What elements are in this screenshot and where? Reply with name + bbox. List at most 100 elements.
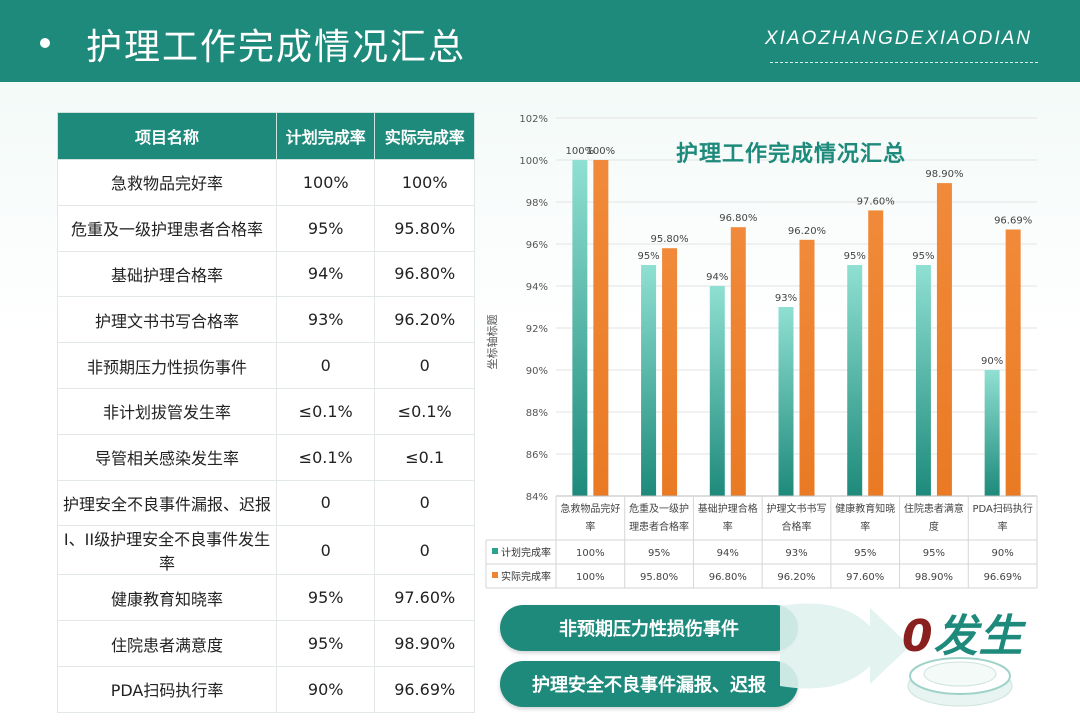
x-tick-label: 率	[860, 520, 870, 533]
item-name-cell: PDA扫码执行率	[56, 665, 278, 713]
table-value-cell: 96.69%	[984, 572, 1022, 583]
table-header-row: 项目名称 计划完成率 实际完成率	[56, 112, 475, 160]
table-row: 非计划拔管发生率 ≤0.1% ≤0.1%	[56, 387, 475, 435]
plan-rate-cell: 0	[276, 525, 376, 576]
y-tick-label: 94%	[526, 282, 548, 293]
actual-rate-cell: ≤0.1%	[374, 387, 475, 435]
item-name-cell: 导管相关感染发生率	[56, 433, 278, 481]
column-header: 计划完成率	[276, 112, 376, 160]
x-tick-label: 率	[585, 520, 595, 533]
actual-rate-cell: 96.69%	[374, 665, 475, 713]
header-divider	[770, 62, 1038, 63]
legend-entry: 计划完成率	[501, 546, 551, 559]
brand-text: XIAOZHANGDEXIAODIAN	[764, 28, 1032, 49]
plan-bar	[709, 286, 725, 496]
bar-value-label: 95%	[637, 251, 659, 262]
actual-rate-cell: 98.90%	[374, 620, 475, 667]
item-name-cell: 非计划拔管发生率	[56, 387, 278, 435]
table-value-cell: 96.80%	[709, 572, 747, 583]
x-tick-label: PDA扫码执行	[972, 502, 1032, 515]
bar-value-label: 98.90%	[925, 169, 963, 180]
occurrence-label: 发生	[933, 611, 1024, 662]
y-tick-label: 84%	[526, 492, 548, 503]
table-value-cell: 100%	[576, 548, 605, 559]
y-axis-ticks: 84% 86% 88% 90% 92% 94% 96% 98% 100% 102%	[519, 114, 548, 503]
column-header: 项目名称	[56, 112, 278, 160]
bar-value-label: 96.69%	[994, 216, 1032, 227]
item-name-cell: 住院患者满意度	[56, 620, 278, 667]
table-row: I、II级护理安全不良事件发生率 0 0	[56, 525, 475, 576]
bar-chart: 84% 86% 88% 90% 92% 94% 96% 98% 100% 102% 100% 95%…	[485, 114, 1038, 589]
plan-rate-cell: 93%	[276, 296, 376, 344]
plan-rate-cell: 0	[276, 479, 376, 527]
bar-value-label: 100%	[566, 146, 595, 157]
zero-number: 0	[902, 611, 934, 662]
legend-swatch	[492, 548, 498, 554]
table-value-cell: 95.80%	[640, 572, 678, 583]
table-row: 住院患者满意度 95% 98.90%	[56, 620, 475, 667]
chart-gridlines	[556, 117, 1037, 497]
actual-bar	[662, 248, 678, 496]
item-name-cell: 基础护理合格率	[56, 250, 278, 298]
x-tick-label: 率	[723, 520, 733, 533]
table-value-cell: 100%	[576, 572, 605, 583]
table-value-cell: 90%	[992, 548, 1014, 559]
actual-rate-cell: 97.60%	[374, 574, 475, 622]
plan-rate-cell: 95%	[276, 574, 376, 622]
table-value-cell: 98.90%	[915, 572, 953, 583]
table-value-cell: 95%	[648, 548, 670, 559]
x-tick-label: 度	[929, 520, 939, 533]
table-row: 护理安全不良事件漏报、迟报 0 0	[56, 479, 475, 527]
actual-bar	[868, 210, 884, 496]
item-name-cell: 健康教育知晓率	[56, 574, 278, 622]
bar-value-label: 96.20%	[788, 226, 826, 237]
y-tick-label: 98%	[526, 198, 548, 209]
table-value-cell: 95%	[923, 548, 945, 559]
page-title: 护理工作完成情况汇总	[86, 27, 467, 68]
plan-rate-cell: 100%	[276, 159, 376, 206]
table-value-cell: 93%	[785, 548, 807, 559]
table-row: 非预期压力性损伤事件 0 0	[56, 342, 475, 389]
actual-rate-cell: 0	[374, 479, 475, 527]
legend-swatch	[492, 572, 498, 578]
bullet-icon	[40, 38, 50, 48]
y-tick-label: 86%	[526, 450, 548, 461]
y-tick-label: 96%	[526, 240, 548, 251]
x-tick-label: 基础护理合格	[698, 502, 758, 515]
plan-rate-cell: 95%	[276, 620, 376, 667]
plan-bar	[572, 160, 588, 496]
arrow-icon	[780, 603, 910, 689]
item-name-cell: 危重及一级护理患者合格率	[56, 204, 278, 252]
header-bar: 护理工作完成情况汇总 XIAOZHANGDEXIAODIAN	[0, 0, 1080, 82]
table-value-cell: 96.20%	[777, 572, 815, 583]
chart-bars	[572, 160, 1021, 497]
bar-value-label: 97.60%	[857, 196, 895, 207]
bar-value-label: 100%	[587, 146, 616, 157]
actual-rate-cell: 100%	[374, 159, 475, 206]
callout-adverse-event: 护理安全不良事件漏报、迟报	[500, 661, 798, 707]
plan-rate-cell: 94%	[276, 250, 376, 298]
table-row: 基础护理合格率 94% 96.80%	[56, 250, 475, 298]
actual-rate-cell: 96.20%	[374, 296, 475, 344]
callout-pressure-injury: 非预期压力性损伤事件	[500, 605, 798, 651]
table-row: 急救物品完好率 100% 100%	[56, 159, 475, 206]
x-tick-label: 护理文书书写	[767, 502, 827, 515]
x-tick-label: 理患者合格率	[629, 520, 689, 533]
zero-occurrence-text: 0发生	[902, 600, 1024, 664]
plan-rate-cell: 0	[276, 342, 376, 389]
legend-entry: 实际完成率	[501, 570, 551, 583]
table-value-cell: 94%	[717, 548, 739, 559]
table-value-cell: 97.60%	[846, 572, 884, 583]
table-row: 导管相关感染发生率 ≤0.1% ≤0.1	[56, 433, 475, 481]
x-tick-label: 住院患者满意	[904, 502, 964, 515]
chart-title: 护理工作完成情况汇总	[676, 142, 907, 167]
y-axis-label: 坐标轴标题	[485, 315, 499, 370]
actual-bar	[799, 239, 815, 497]
x-tick-label: 合格率	[782, 520, 812, 533]
y-tick-label: 88%	[526, 408, 548, 419]
bar-value-label: 95%	[912, 251, 934, 262]
item-name-cell: 护理文书书写合格率	[56, 296, 278, 344]
item-name-cell: 护理安全不良事件漏报、迟报	[56, 479, 278, 527]
item-name-cell: 非预期压力性损伤事件	[56, 342, 278, 389]
